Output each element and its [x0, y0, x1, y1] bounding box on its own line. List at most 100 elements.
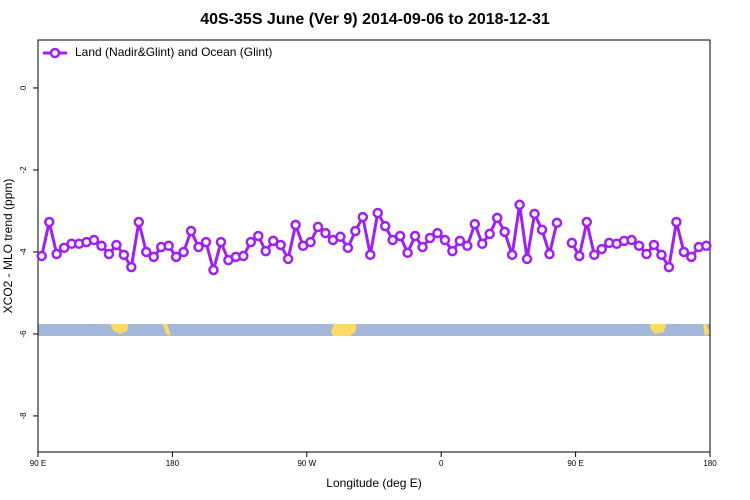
legend-label: Land (Nadir&Glint) and Ocean (Glint) — [75, 45, 272, 59]
x-tick-label: 0 — [439, 459, 444, 468]
x-tick-label: 90 E — [567, 459, 583, 468]
data-point — [267, 235, 279, 247]
data-point — [648, 239, 660, 251]
data-point — [365, 249, 376, 261]
data-point — [290, 219, 301, 231]
data-point — [447, 245, 458, 257]
data-point — [372, 207, 383, 219]
data-point — [163, 240, 174, 252]
land-shape — [650, 324, 666, 334]
data-point — [678, 246, 690, 258]
data-point — [402, 247, 413, 259]
data-point — [51, 248, 62, 260]
data-point — [126, 261, 137, 273]
data-point — [342, 242, 354, 254]
data-point — [43, 216, 55, 228]
data-point — [111, 239, 122, 251]
chart-title: 40S-35S June (Ver 9) 2014-09-06 to 2018-… — [200, 11, 550, 28]
y-tick-label: -6 — [19, 330, 28, 338]
data-point — [148, 251, 159, 263]
data-point — [253, 230, 264, 242]
data-point — [260, 245, 271, 257]
data-point — [596, 243, 607, 255]
land-strip — [38, 324, 710, 336]
data-point — [574, 250, 585, 262]
data-point — [350, 225, 361, 237]
data-point — [686, 251, 697, 263]
data-point — [506, 249, 518, 261]
x-axis-label: Longitude (deg E) — [326, 476, 421, 490]
y-tick-label: 0 — [19, 85, 28, 90]
data-point — [671, 216, 682, 228]
data-point — [245, 236, 257, 248]
data-point — [454, 235, 466, 247]
data-point — [589, 249, 600, 261]
data-point — [521, 253, 533, 265]
data-point — [305, 236, 316, 248]
data-point — [641, 248, 652, 260]
data-point — [215, 236, 227, 248]
data-point — [238, 250, 249, 262]
data-point — [409, 230, 421, 242]
y-tick-label: -4 — [19, 248, 28, 256]
data-point — [320, 227, 331, 239]
data-point — [185, 225, 197, 237]
data-point — [551, 217, 563, 229]
data-point — [208, 264, 219, 276]
data-point — [499, 226, 510, 238]
data-point — [282, 253, 294, 265]
data-point — [312, 221, 324, 233]
data-point — [544, 248, 555, 260]
data-point — [663, 261, 675, 273]
data-point — [626, 234, 637, 246]
data-point — [335, 231, 346, 243]
data-point — [439, 234, 451, 246]
y-axis-label: XCO2 - MLO trend (ppm) — [1, 179, 15, 314]
data-point — [581, 216, 593, 228]
data-point — [193, 241, 204, 253]
data-point — [432, 227, 443, 239]
data-point — [275, 239, 286, 251]
data-point — [394, 230, 406, 242]
data-point — [424, 232, 436, 244]
data-point — [58, 242, 70, 254]
land-shape — [703, 324, 710, 336]
data-point — [379, 220, 391, 232]
land-shape — [163, 324, 171, 336]
data-point — [491, 212, 503, 224]
ocean-band — [38, 324, 710, 336]
data-point — [141, 246, 152, 258]
data-point — [514, 199, 525, 211]
data-point — [536, 224, 548, 236]
y-tick-label: -8 — [19, 412, 28, 420]
data-point — [133, 216, 145, 228]
x-tick-label: 180 — [166, 459, 180, 468]
legend-marker — [49, 47, 61, 59]
data-point — [170, 251, 182, 263]
data-point — [96, 240, 107, 252]
data-point — [118, 249, 130, 261]
data-point — [656, 249, 667, 261]
data-point — [462, 240, 473, 252]
y-tick-label: -2 — [19, 166, 28, 174]
data-point — [357, 211, 369, 223]
land-shape — [331, 324, 356, 336]
data-point — [566, 237, 578, 249]
data-point — [484, 228, 495, 240]
data-point — [88, 234, 100, 246]
data-point — [469, 218, 481, 230]
data-point — [103, 248, 115, 260]
data-point — [701, 240, 712, 252]
data-point — [200, 236, 212, 248]
data-point — [36, 250, 47, 262]
data-point — [477, 238, 488, 249]
data-point — [178, 246, 189, 258]
x-tick-label: 90 E — [30, 459, 46, 468]
x-tick-label: 180 — [703, 459, 717, 468]
data-point — [633, 240, 645, 252]
land-shape — [110, 324, 128, 334]
data-point — [529, 208, 540, 220]
x-tick-label: 90 W — [297, 459, 316, 468]
data-point — [387, 234, 398, 246]
